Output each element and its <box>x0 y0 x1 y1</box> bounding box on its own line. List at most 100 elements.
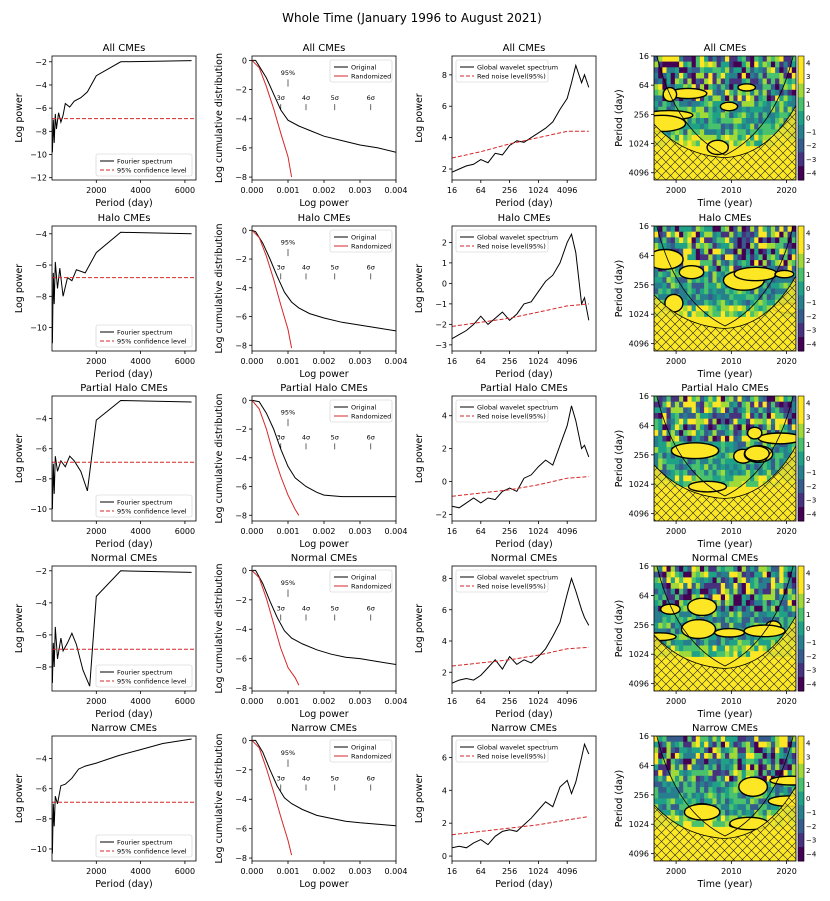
heatmap-cell <box>770 84 776 91</box>
heatmap-cell <box>670 78 676 85</box>
heatmap-cell <box>762 305 768 312</box>
heatmap-cell <box>779 741 785 748</box>
heatmap-cell <box>787 736 793 743</box>
heatmap-cell <box>725 56 730 63</box>
heatmap-cell <box>754 753 759 760</box>
heatmap-cell <box>783 101 789 108</box>
heatmap-cell <box>791 583 796 590</box>
heatmap-cell <box>683 804 688 811</box>
heatmap-cell <box>695 248 701 255</box>
heatmap-cell <box>783 282 789 290</box>
heatmap-cell <box>704 129 709 136</box>
heatmap-cell <box>741 129 747 136</box>
x-tick-label: 64 <box>476 357 486 366</box>
heatmap-cell <box>683 254 688 261</box>
panel-title: Partial Halo CMEs <box>80 383 167 394</box>
heatmap-cell <box>754 741 759 748</box>
legend-label: 95% confidence level <box>117 166 187 174</box>
heatmap-cell <box>683 577 688 584</box>
heatmap-cell <box>683 645 688 652</box>
heatmap-cell <box>745 736 751 743</box>
heatmap-cell <box>666 583 672 590</box>
heatmap-cell <box>720 322 726 329</box>
heatmap-cell <box>695 424 701 431</box>
heatmap-cell <box>729 305 734 312</box>
heatmap-cell <box>745 413 751 420</box>
y-tick-label: −8 <box>35 127 47 136</box>
heatmap-cell <box>716 770 722 777</box>
heatmap-cell <box>729 322 734 329</box>
heatmap-cell <box>720 781 726 788</box>
heatmap-cell <box>775 566 780 573</box>
heatmap-cell <box>754 651 759 658</box>
heatmap-cell <box>729 492 734 499</box>
heatmap-cell <box>766 588 772 595</box>
heatmap-cell <box>770 95 776 102</box>
heatmap-cell <box>679 583 684 590</box>
significance-contour <box>738 776 769 797</box>
heatmap-cell <box>766 401 772 408</box>
heatmap-cell <box>666 804 672 811</box>
heatmap-cell <box>733 140 739 147</box>
y-tick-label: 2 <box>442 238 447 247</box>
heatmap-cell <box>779 617 785 624</box>
x-tick-label: 0.002 <box>313 697 336 706</box>
heatmap-cell <box>766 475 772 482</box>
significance-contour <box>654 248 684 270</box>
colorbar-segment <box>798 97 804 112</box>
heatmap-cell <box>712 322 718 329</box>
heatmap-cell <box>654 458 659 465</box>
heatmap-cell <box>762 571 768 578</box>
heatmap-cell <box>754 469 759 477</box>
heatmap-cell <box>733 577 739 584</box>
heatmap-cell <box>775 396 780 403</box>
heatmap-cell <box>779 265 785 273</box>
heatmap-cell <box>699 753 705 760</box>
colorbar-segment <box>798 777 804 793</box>
series-line-randomized <box>252 740 293 856</box>
heatmap-cell <box>670 237 676 244</box>
heatmap-cell <box>658 798 663 805</box>
colorbar-tick-label: 1 <box>806 611 810 619</box>
heatmap-cell <box>679 277 684 284</box>
heatmap-cell <box>712 288 718 295</box>
heatmap-cell <box>775 588 780 595</box>
heatmap-cell <box>720 226 726 233</box>
heatmap-cell <box>762 260 768 267</box>
heatmap-cell <box>712 72 718 80</box>
heatmap-cell <box>766 758 772 765</box>
heatmap-cell <box>725 481 730 488</box>
heatmap-cell <box>716 106 722 113</box>
heatmap-cell <box>708 407 714 414</box>
heatmap-cell <box>654 56 659 63</box>
sigma-label: 6σ <box>367 433 375 441</box>
heatmap-cell <box>770 594 776 601</box>
heatmap-cell <box>770 56 776 63</box>
sigma-label: 4σ <box>302 94 310 102</box>
heatmap-cell <box>654 78 659 85</box>
heatmap-cell <box>733 600 739 607</box>
heatmap-cell <box>725 61 730 68</box>
heatmap-cell <box>745 95 751 102</box>
heatmap-cell <box>654 775 659 783</box>
series-line-global-wavelet-spectrum <box>452 63 590 173</box>
heatmap-cell <box>787 758 793 765</box>
x-axis-label: Log power <box>299 539 348 550</box>
heatmap-cell <box>708 277 714 284</box>
heatmap-cell <box>775 741 780 748</box>
heatmap-cell <box>654 288 659 295</box>
heatmap-cell <box>725 741 730 748</box>
heatmap-cell <box>729 260 734 267</box>
series-line-fourier-spectrum <box>52 399 192 510</box>
heatmap-cell <box>674 594 680 601</box>
y-tick-label: −2 <box>235 255 247 264</box>
cone-of-influence-hatch <box>654 104 796 180</box>
wavelet-power-map <box>654 566 796 691</box>
heatmap-cell <box>662 458 668 465</box>
heatmap-cell <box>662 288 668 295</box>
heatmap-cell <box>775 792 780 800</box>
heatmap-cell <box>712 469 718 477</box>
heatmap-cell <box>687 396 693 403</box>
heatmap-cell <box>720 770 726 777</box>
